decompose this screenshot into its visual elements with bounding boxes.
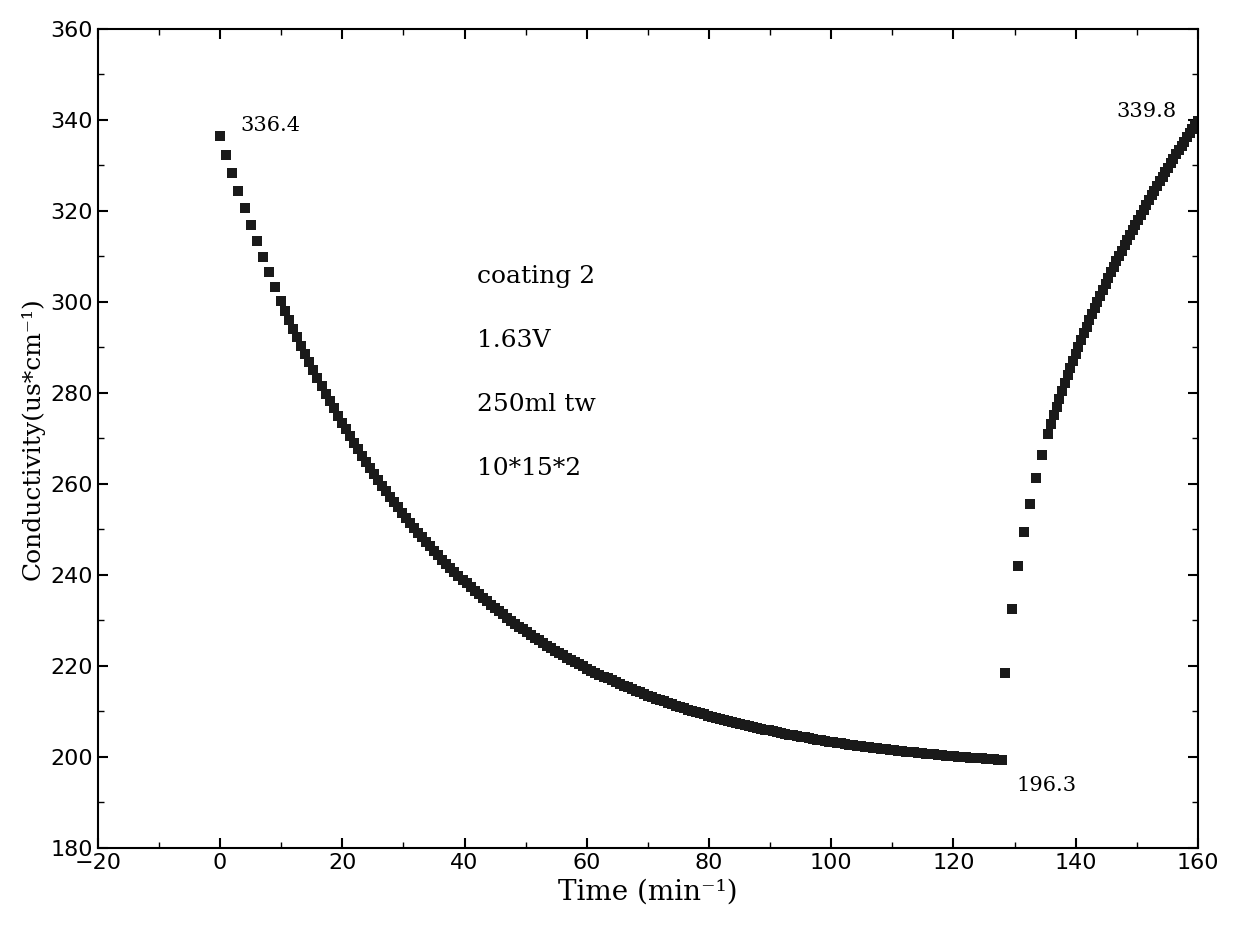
Text: coating 2

1.63V

250ml tw

10*15*2: coating 2 1.63V 250ml tw 10*15*2 <box>476 266 595 481</box>
Text: 196.3: 196.3 <box>1017 776 1076 795</box>
Text: 339.8: 339.8 <box>1116 102 1177 120</box>
Y-axis label: Conductivity(us*cm⁻¹): Conductivity(us*cm⁻¹) <box>21 297 45 580</box>
Text: 336.4: 336.4 <box>241 116 300 134</box>
X-axis label: Time (min⁻¹): Time (min⁻¹) <box>558 878 738 906</box>
